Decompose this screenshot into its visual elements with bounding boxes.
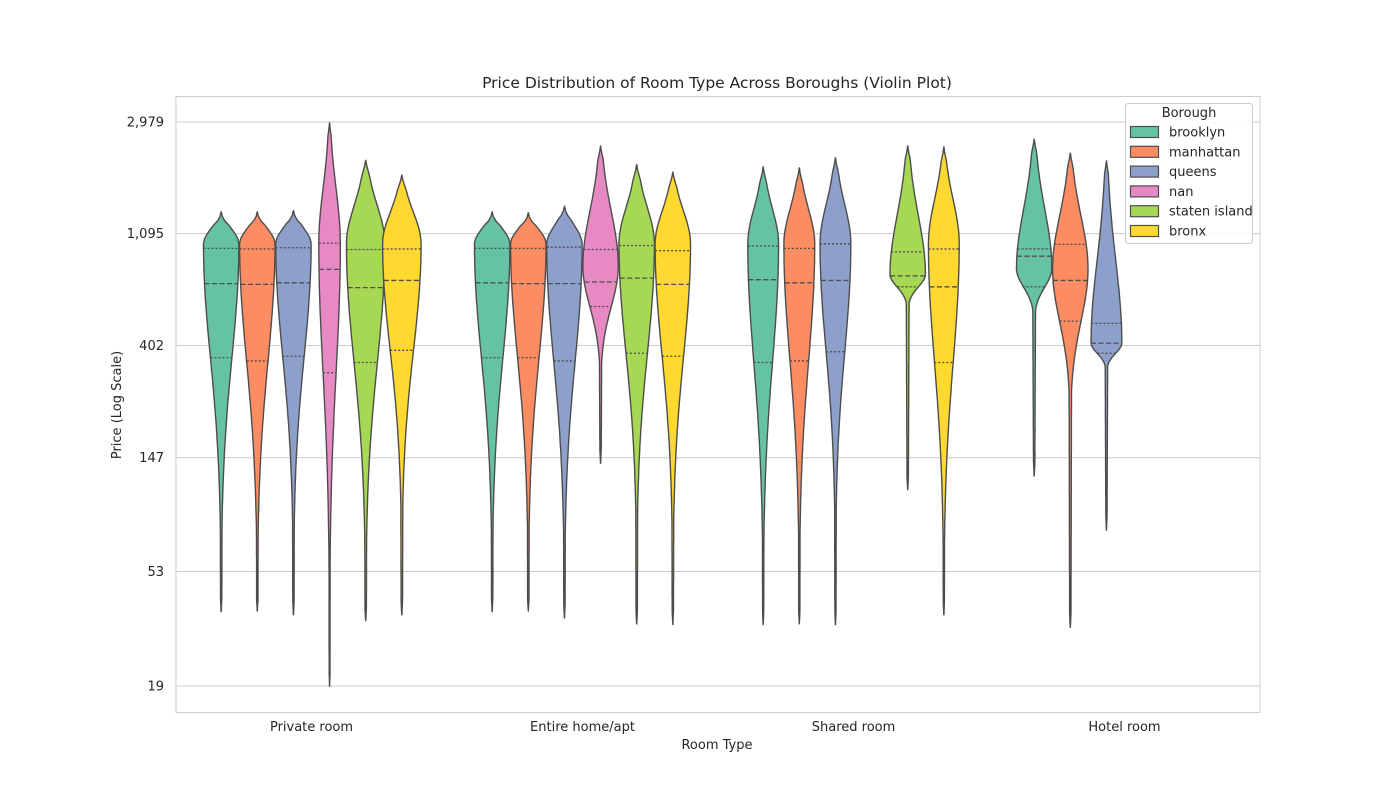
x-tick-label: Hotel room (1088, 720, 1160, 735)
violin-nan (318, 122, 341, 687)
y-tick-label: 1,095 (127, 227, 164, 242)
chart-title: Price Distribution of Room Type Across B… (482, 74, 952, 92)
violin-queens (1090, 160, 1123, 531)
x-tick-label: Private room (270, 720, 353, 735)
violin-manhattan (238, 211, 276, 612)
plot-area (175, 96, 1261, 713)
y-axis-label: Price (Log Scale) (110, 351, 125, 459)
violin-staten-island (618, 164, 656, 625)
y-tick-label: 147 (139, 451, 164, 466)
legend-items: brooklyn manhattan queens nan staten island b… (1129, 125, 1253, 240)
y-tick-label: 2,979 (127, 116, 164, 131)
legend-label: manhattan (1169, 145, 1240, 160)
violin-queens (545, 205, 583, 619)
y-axis-ticks: 19 53 147 402 1,095 2,979 (127, 116, 164, 695)
violin-brooklyn (747, 166, 780, 626)
x-tick-label: Shared room (812, 720, 896, 735)
x-axis-label: Room Type (681, 738, 752, 753)
violin-bronx (654, 171, 692, 626)
legend-label: queens (1169, 165, 1217, 180)
violin-bronx (927, 146, 960, 616)
violin-manhattan (1051, 152, 1089, 628)
violin-manhattan (509, 212, 547, 612)
x-axis-ticks: Private room Entire home/apt Shared room Ho… (270, 720, 1161, 735)
legend-label: bronx (1169, 225, 1207, 240)
violin-brooklyn (1015, 138, 1053, 477)
violin-brooklyn (202, 211, 240, 613)
violin-staten-island (889, 145, 927, 491)
y-tick-label: 19 (147, 680, 164, 695)
violins (202, 122, 1123, 687)
y-tick-label: 53 (147, 565, 164, 580)
y-tick-label: 402 (139, 339, 164, 354)
legend-swatch (1129, 145, 1160, 158)
legend-swatch (1129, 165, 1160, 178)
legend-swatch (1129, 185, 1160, 198)
violin-queens (274, 210, 312, 616)
violin-staten-island (345, 159, 386, 622)
legend-swatch (1129, 205, 1160, 218)
legend-title: Borough (1162, 106, 1217, 121)
legend-swatch (1129, 125, 1160, 139)
violin-queens (819, 157, 852, 626)
violin-brooklyn (473, 211, 511, 613)
legend-label: brooklyn (1169, 126, 1225, 141)
legend-label: nan (1169, 185, 1193, 200)
violin-manhattan (783, 167, 816, 625)
legend: Borough brooklyn manhattan queens nan staten… (1125, 103, 1253, 244)
violin-nan (582, 145, 620, 464)
legend-swatch (1129, 224, 1160, 238)
legend-label: staten island (1169, 205, 1253, 220)
x-tick-label: Entire home/apt (530, 720, 635, 735)
violin-bronx (381, 174, 422, 616)
